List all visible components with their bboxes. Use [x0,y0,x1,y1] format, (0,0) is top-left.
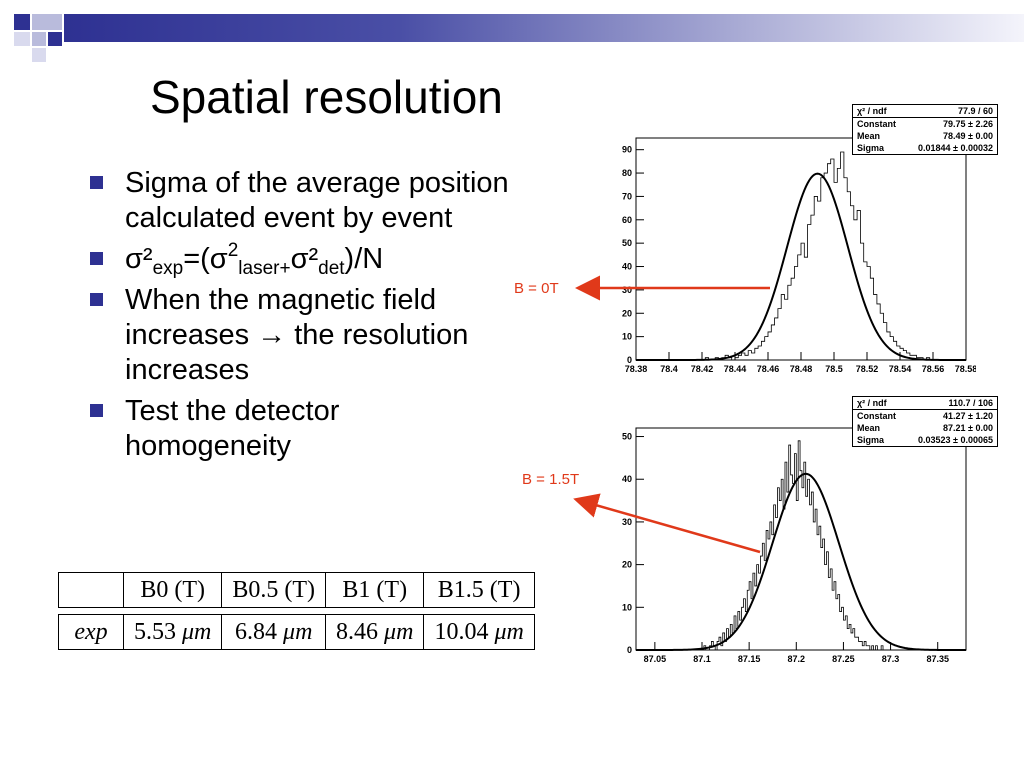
table-cell: 10.04 μm [423,614,535,650]
histogram-b1-5: 0 10 20 30 40 50 87.05 87.1 87.15 87.2 87.25 87.3 87… [622,427,967,664]
bullet-marker-icon [90,252,103,265]
decor-square-5 [48,32,62,46]
x-tick-label: 78.48 [790,364,813,374]
x-tick-label: 87.3 [882,654,900,664]
bullet-item: When the magnetic field increases → the … [90,283,510,388]
y-tick-label: 50 [622,238,632,248]
y-tick-label: 30 [622,517,632,527]
decor-square-2 [32,14,62,30]
header-gradient-bar [64,14,1024,42]
arrow-bottom [573,493,761,554]
table-row: exp 5.53 μm 6.84 μm 8.46 μm 10.04 μm [58,614,535,650]
x-tick-label: 78.58 [955,364,976,374]
y-tick-label: 50 [622,432,632,442]
histogram-b0: 0 10 20 30 40 50 60 70 80 90 78.38 78.4 78.42 78.44 78… [622,137,976,374]
table-header-cell: B0.5 (T) [221,572,327,608]
y-tick-label: 10 [622,332,632,342]
y-tick-label: 40 [622,262,632,272]
table-row-label: exp [58,614,124,650]
bullet-list: Sigma of the average position calculated… [90,166,510,470]
stats-box-bottom: χ² / ndf 110.7 / 106 Constant 41.27 ± 1.20… [852,396,998,447]
y-tick-label: 80 [622,168,632,178]
x-tick-label: 78.42 [691,364,714,374]
table-header-cell: B1.5 (T) [423,572,535,608]
histogram-bars [702,440,884,651]
bullet-marker-icon [90,176,103,189]
y-tick-label: 20 [622,560,632,570]
table-cell: 8.46 μm [325,614,425,650]
decor-square-4 [32,32,46,46]
bullet-item-formula: σ²exp=(σ2laser+σ²det)/N [90,241,510,278]
label-b-1-5t: B = 1.5T [522,471,580,488]
x-tick-label: 78.44 [724,364,747,374]
y-tick-label: 60 [622,215,632,225]
bullet-marker-icon [90,404,103,417]
table-cell: 5.53 μm [122,614,223,650]
x-tick-label: 87.1 [693,654,711,664]
x-tick-label: 78.56 [922,364,945,374]
bullet-marker-icon [90,293,103,306]
y-tick-label: 0 [627,645,632,655]
stats-box-top: χ² / ndf 77.9 / 60 Constant 79.75 ± 2.26 M… [852,104,998,155]
histogram-bars [702,151,933,361]
plot-frame [635,427,967,651]
gaussian-fit-line [636,472,966,651]
table-cell: 6.84 μm [221,614,327,650]
x-tick-label: 87.35 [926,654,949,664]
y-tick-label: 40 [622,474,632,484]
y-tick-label: 0 [627,355,632,365]
bullet-item: Sigma of the average position calculated… [90,166,510,236]
y-tick-label: 30 [622,285,632,295]
decor-square-3 [14,32,30,46]
x-tick-label: 78.52 [856,364,879,374]
x-tick-label: 87.15 [738,654,761,664]
x-tick-label: 78.46 [757,364,780,374]
x-tick-label: 87.25 [832,654,855,664]
gaussian-fit-line [636,172,966,361]
x-tick-label: 87.2 [788,654,806,664]
bullet-item: Test the detector homogeneity [90,394,510,464]
slide-title: Spatial resolution [150,71,503,123]
decor-square-1 [14,14,30,30]
table-header-cell [58,572,124,608]
y-tick-label: 10 [622,602,632,612]
x-tick-label: 78.38 [625,364,648,374]
table-header-row: B0 (T) B0.5 (T) B1 (T) B1.5 (T) [58,572,535,608]
y-tick-label: 20 [622,308,632,318]
decor-square-6 [32,48,46,62]
y-tick-label: 70 [622,191,632,201]
x-tick-label: 78.4 [660,364,678,374]
resolution-table: B0 (T) B0.5 (T) B1 (T) B1.5 (T) exp 5.53… [58,572,535,650]
table-header-cell: B0 (T) [122,572,223,608]
x-tick-label: 78.54 [889,364,912,374]
label-b-0t: B = 0T [514,280,559,297]
x-tick-label: 78.5 [825,364,843,374]
y-tick-label: 90 [622,145,632,155]
x-tick-label: 87.05 [644,654,667,664]
table-header-cell: B1 (T) [325,572,425,608]
